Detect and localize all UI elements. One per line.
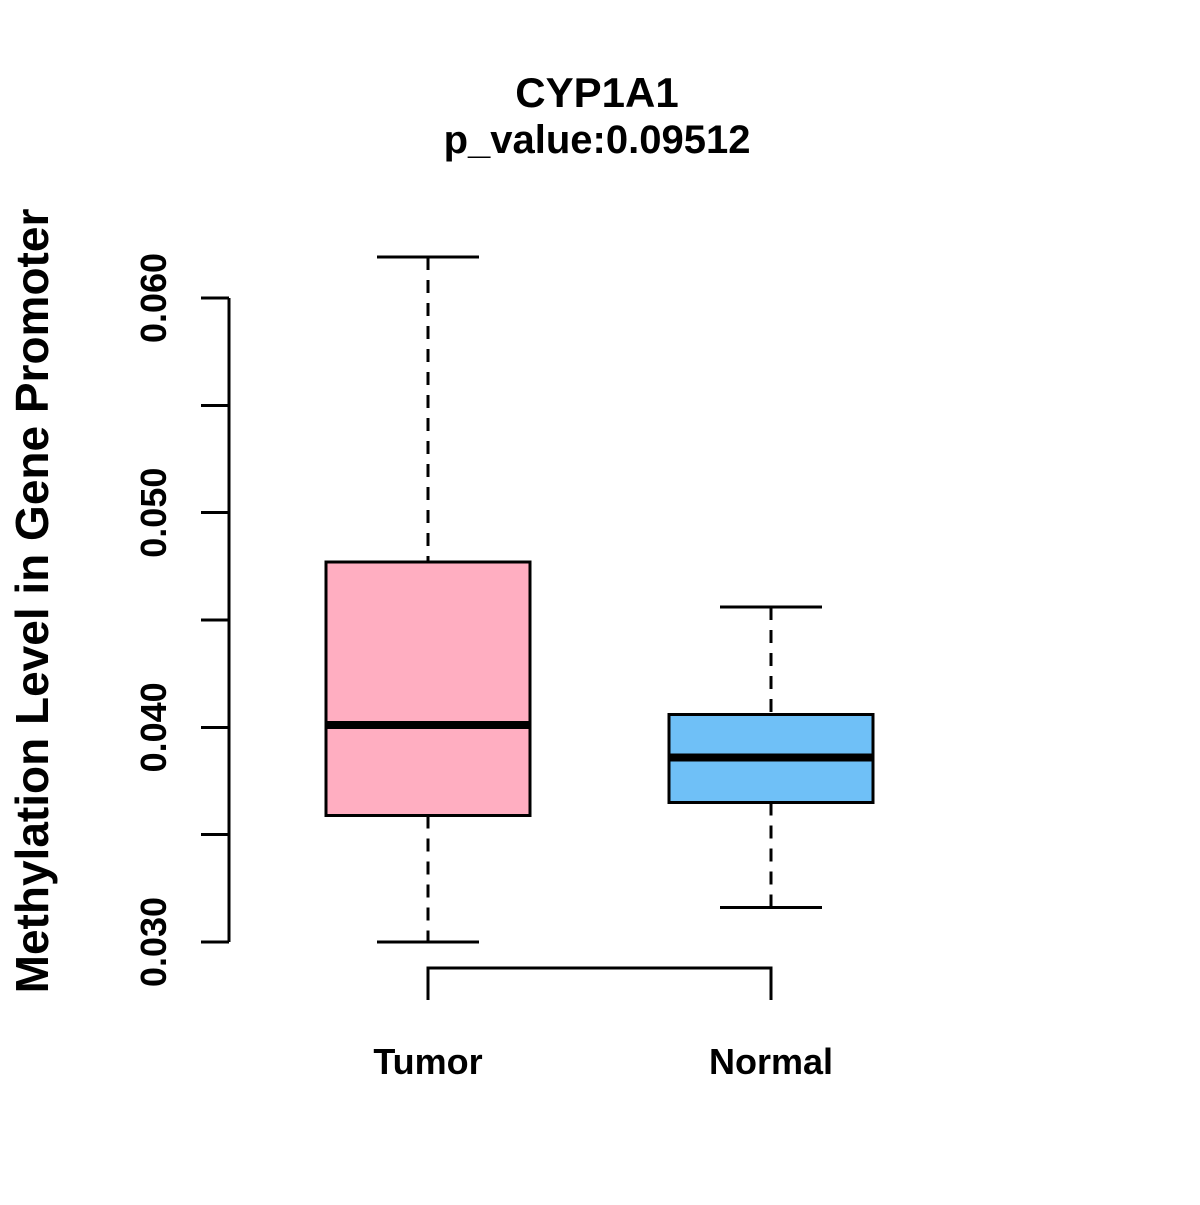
category-label-tumor: Tumor xyxy=(373,1041,482,1082)
chart-subtitle: p_value:0.09512 xyxy=(444,118,751,162)
box-tumor xyxy=(324,560,532,817)
chart-layer: 0.030 0.040 0.050 0.060 Tumor Normal xyxy=(133,253,875,1082)
chart-title: CYP1A1 xyxy=(515,69,678,116)
y-axis-title: Methylation Level in Gene Promoter xyxy=(6,209,58,994)
x-axis-bracket xyxy=(426,966,773,1000)
category-label-normal: Normal xyxy=(709,1041,833,1082)
y-axis-tick-label: 0.040 xyxy=(133,682,174,772)
y-axis-tick-label: 0.050 xyxy=(133,468,174,558)
y-axis-tick-label: 0.030 xyxy=(133,897,174,987)
y-axis-tick-label: 0.060 xyxy=(133,253,174,343)
